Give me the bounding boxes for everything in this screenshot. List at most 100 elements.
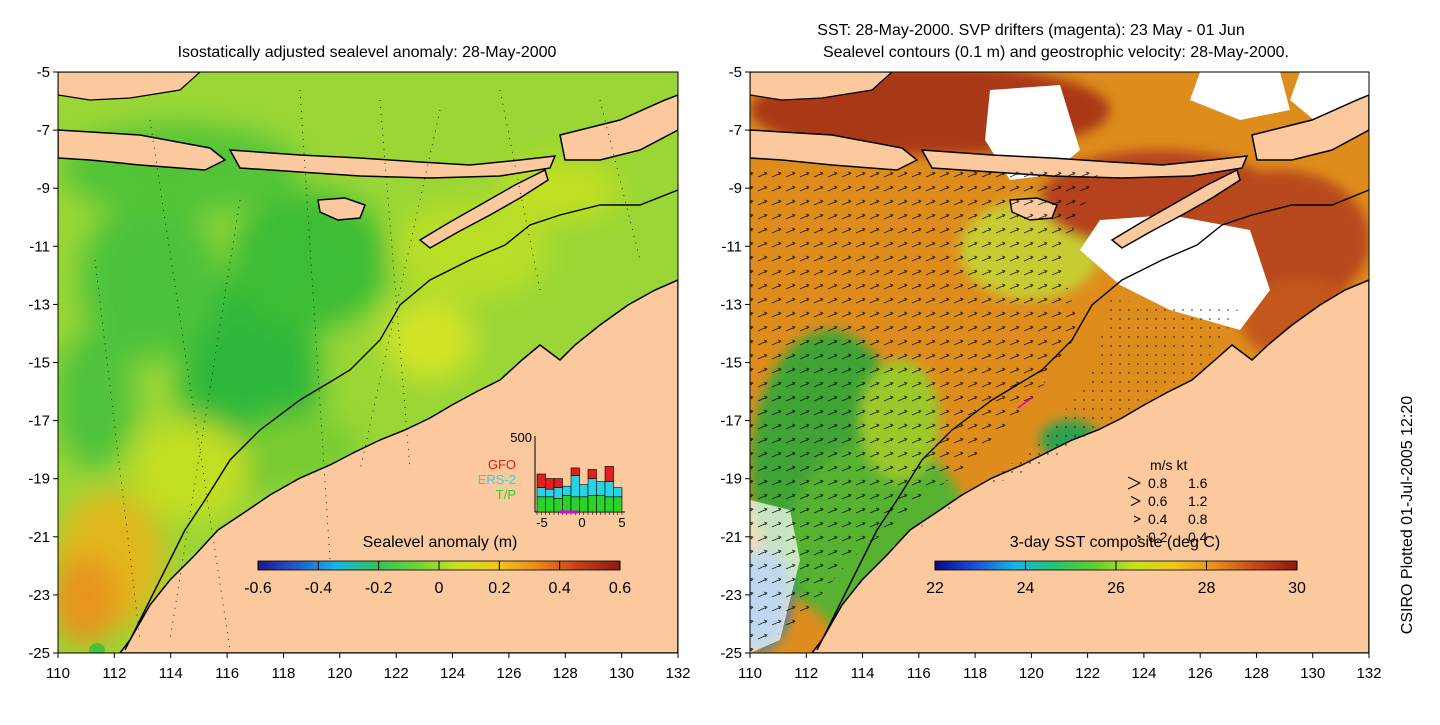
histogram-bar-ers2 [587,478,597,496]
right-colorbar-tick-label: 30 [1288,580,1306,597]
left-land-north [58,72,201,101]
left-colorbar-tick-label: 0.4 [549,580,571,597]
right-xtick-label: 112 [794,665,818,682]
left-xtick-label: 132 [665,665,690,682]
right-map [750,72,1369,653]
right-xtick-label: 116 [907,665,931,682]
velocity-legend-rows: 0.8 1.6 0.6 1.2 0.4 0.8 0.2 0.4 [1127,475,1208,545]
right-xtick-label: 120 [1019,665,1044,682]
left-colorbar-tick-label: 0.6 [609,580,631,597]
left-ytick-label: -9 [37,180,50,197]
velocity-legend-header: m/s kt [1150,457,1187,473]
right-x-axis: 110 112 114 116 118 120 122 124 126 128 130 132 [738,653,1382,682]
left-xtick-label: 120 [327,665,352,682]
right-land-timor [1110,168,1241,249]
left-panel-title: Isostatically adjusted sealevel anomaly:… [178,44,557,61]
left-y-axis: -5 -7 -9 -11 -13 -15 -17 -19 -21 -23 -25 [28,64,58,662]
right-velocity-dense-field [880,300,1240,560]
histogram-bar-tp [587,494,597,513]
histogram-bar-ers2 [613,487,623,498]
left-colorbar-tick-label: -0.2 [365,580,393,597]
velocity-legend-kt: 1.2 [1188,493,1208,509]
velocity-legend-kt: 0.4 [1188,529,1208,545]
histogram-bar-tp [562,494,572,513]
right-ytick-label: -15 [720,355,742,372]
left-colorbar-tick-label: 0.2 [488,580,510,597]
left-colorbar-label: Sealevel anomaly (m) [363,534,518,551]
histogram-bar-gfo [545,478,555,490]
histogram-bar-ers2 [570,475,580,498]
right-colorbar-tick-label: 28 [1198,580,1216,597]
left-land-lesser-sunda [228,149,557,179]
left-xtick-label: 110 [46,665,70,682]
right-xtick-label: 114 [851,665,875,682]
right-ytick-label: -17 [720,413,742,430]
right-panel-title-line1: SST: 28-May-2000. SVP drifters (magenta)… [817,22,1244,39]
right-colorbar: 3-day SST composite (deg C) 22 24 26 28 30 [926,534,1306,597]
right-land-north [750,72,893,101]
left-histogram-inset: 500 GFO ERS-2 T/P -5 0 5 [478,430,626,530]
left-colorbar: Sealevel anomaly (m) -0.6 -0.4 -0.2 0 0.2 0.4… [244,534,631,597]
right-ytick-label: -13 [720,296,742,313]
left-anomaly-spot [89,643,105,653]
right-y-axis: -5 -7 -9 -11 -13 -15 -17 -19 -21 -23 -25 [720,64,750,662]
right-colorbar-tick-label: 26 [1107,580,1125,597]
velocity-legend-kt: 1.6 [1188,475,1208,491]
left-x-axis: 110 112 114 116 118 120 122 124 126 128 130 132 [46,653,691,682]
plot-credit: CSIRO Plotted 01-Jul-2005 12:20 [1399,396,1416,634]
left-land-timor [418,168,549,249]
left-xtick-label: 114 [159,665,183,682]
right-ytick-label: -9 [729,180,742,197]
right-ytick-label: -25 [720,645,742,662]
left-xtick-label: 124 [440,665,465,682]
velocity-legend-ms: 0.4 [1148,511,1168,527]
right-xtick-label: 132 [1356,665,1381,682]
velocity-legend-arrow [1130,496,1142,506]
histogram-xtick-neg5: -5 [536,515,548,530]
histogram-bar-ers2 [553,487,563,499]
histogram-bar-tp [604,496,614,513]
left-ytick-label: -23 [28,587,50,604]
left-land-sumba [317,197,366,221]
right-drifter-track [1017,397,1033,409]
left-ytick-label: -25 [28,645,50,662]
right-xtick-label: 124 [1131,665,1156,682]
histogram-bar-tp [596,494,606,513]
right-colorbar-ticks: 22 24 26 28 30 [926,561,1306,597]
histogram-bar-ers2 [596,481,606,496]
velocity-legend-arrow [1136,535,1142,539]
right-ytick-label: -11 [721,238,742,255]
left-ytick-label: -21 [28,529,50,546]
histogram-bar-tp [553,498,563,513]
histogram-bar-tp [613,496,623,513]
right-xtick-label: 118 [963,665,987,682]
histogram-y-max-label: 500 [510,430,532,445]
right-ytick-label: -21 [720,529,742,546]
left-land-east-islands [559,94,678,161]
right-ytick-label: -19 [720,471,742,488]
left-colorbar-tick-label: -0.6 [244,580,272,597]
histogram-bar-tp [579,496,589,513]
left-xtick-label: 126 [496,665,521,682]
right-xtick-label: 122 [1075,665,1100,682]
right-xtick-label: 110 [738,665,762,682]
left-ytick-label: -11 [29,238,50,255]
right-colorbar-tick-label: 22 [926,580,944,597]
histogram-bar-ers2 [545,488,555,498]
right-velocity-field [750,170,1100,653]
right-ytick-label: -5 [729,64,742,81]
histogram-bar-tp [570,496,580,513]
velocity-legend-arrow [1127,476,1142,490]
histogram-bar-tp [545,496,555,513]
right-panel-title-line2: Sealevel contours (0.1 m) and geostrophi… [823,44,1289,61]
left-xtick-label: 128 [553,665,578,682]
velocity-legend-kt: 0.8 [1188,511,1208,527]
left-xtick-label: 122 [384,665,409,682]
left-map [58,72,678,653]
left-xtick-label: 130 [609,665,634,682]
right-ytick-label: -7 [729,122,742,139]
left-ytick-label: -19 [28,471,50,488]
right-land-east-islands [1251,94,1369,161]
